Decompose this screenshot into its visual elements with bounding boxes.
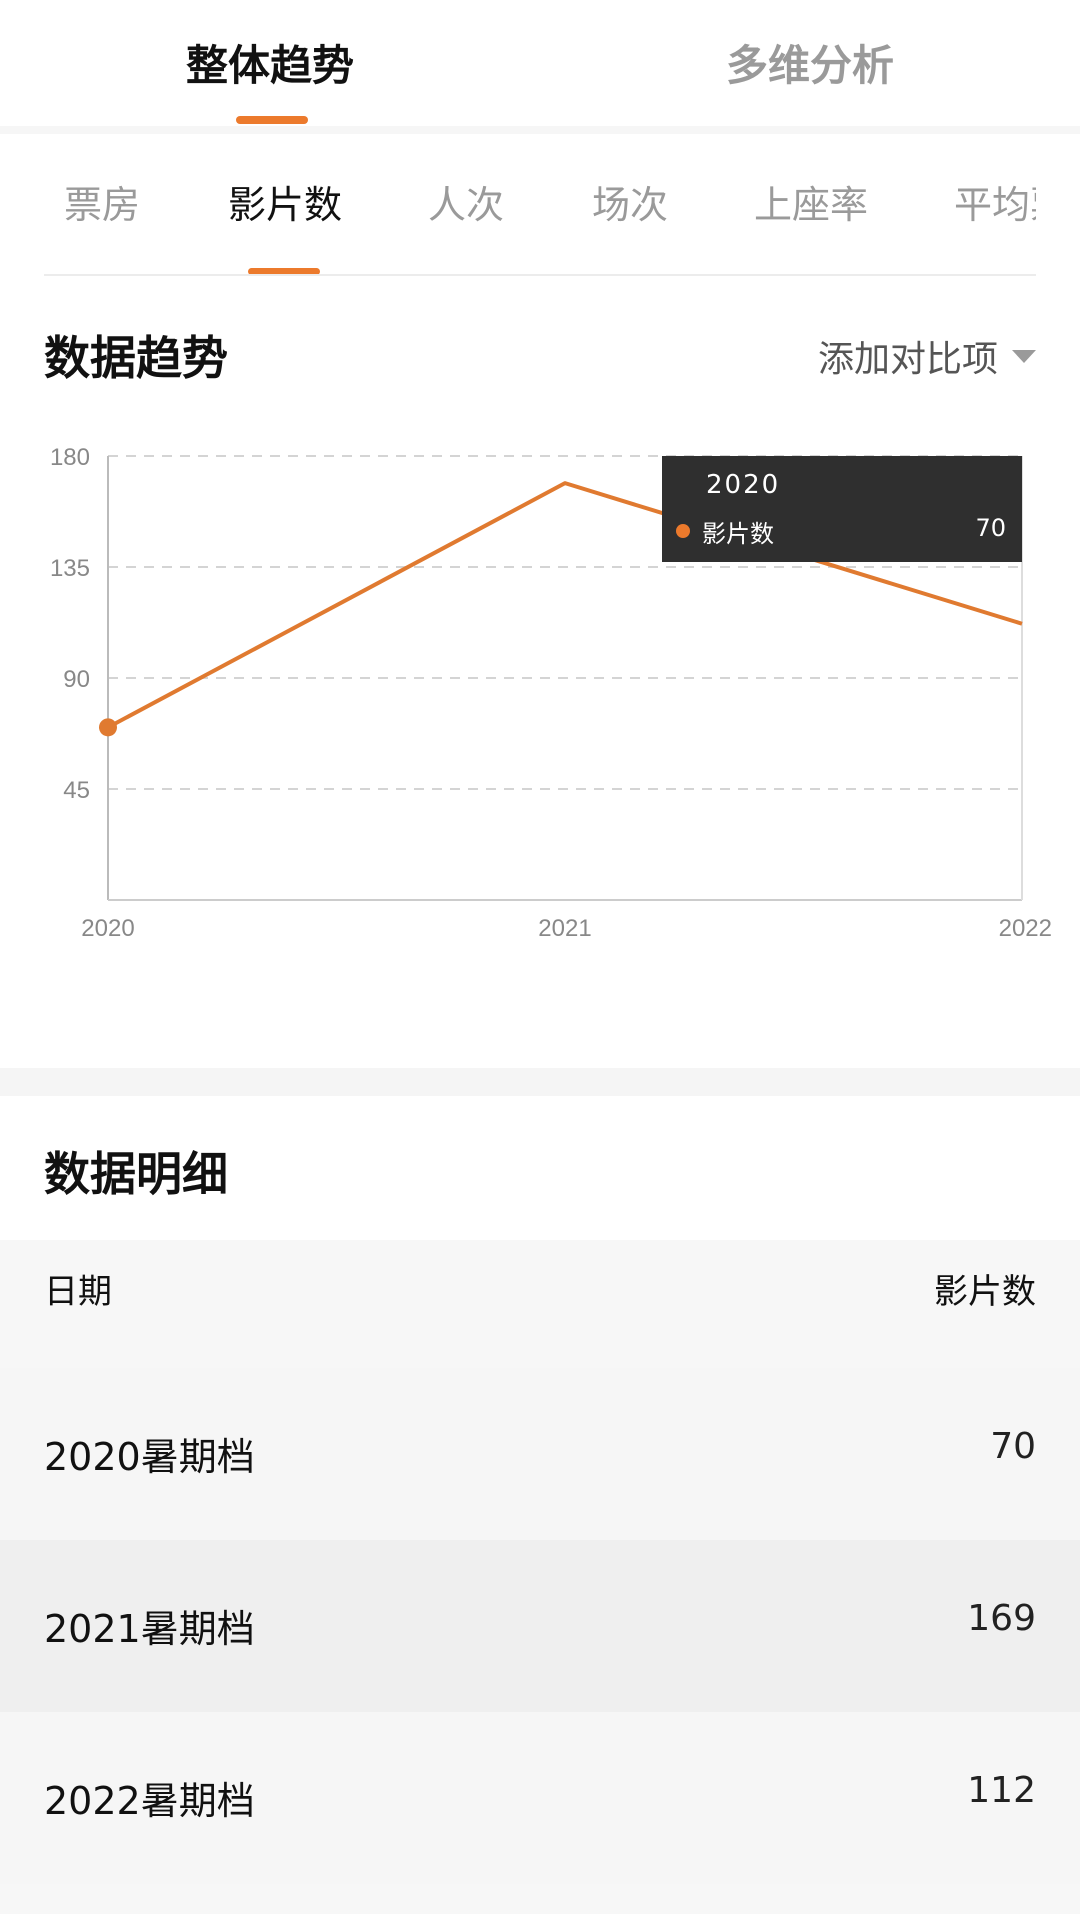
tab-admissions[interactable]: 人次	[428, 183, 505, 227]
series-dot-icon	[676, 524, 690, 538]
tab-average-price[interactable]: 平均票	[954, 183, 1036, 227]
y-tick-label: 180	[50, 444, 90, 471]
add-comparison-label: 添加对比项	[817, 339, 998, 380]
column-header-film-count: 影片数	[934, 1272, 1036, 1312]
divider	[0, 126, 1080, 134]
row-date: 2020暑期档	[44, 1435, 255, 1479]
y-tick-label: 135	[50, 555, 90, 582]
detail-table: 日期 影片数 2020暑期档 70 2021暑期档 169 2022暑期档 11…	[0, 1240, 1080, 1914]
add-comparison-dropdown[interactable]: 添加对比项	[818, 330, 1036, 382]
table-row: 2021暑期档 169	[0, 1540, 1080, 1712]
table-row: 2022暑期档 112	[0, 1712, 1080, 1884]
y-tick-label: 90	[63, 666, 90, 693]
tab-screenings[interactable]: 场次	[592, 183, 669, 227]
column-header-date: 日期	[44, 1272, 112, 1312]
tooltip-value: 70	[975, 514, 1006, 542]
row-value: 112	[967, 1770, 1036, 1811]
triangle-down-icon	[1012, 349, 1036, 363]
x-tick-label: 2020	[81, 915, 134, 942]
row-date: 2021暑期档	[44, 1607, 255, 1651]
row-value: 169	[967, 1598, 1036, 1639]
tab-box-office[interactable]: 票房	[64, 183, 141, 227]
metric-tab-bar: 票房 影片数 人次 场次 上座率 平均票	[0, 134, 1080, 276]
x-tick-label: 2022	[999, 915, 1052, 942]
tooltip-series-label: 影片数	[702, 520, 774, 548]
divider	[44, 274, 1036, 276]
x-tick-label: 2021	[538, 915, 591, 942]
row-date: 2022暑期档	[44, 1779, 255, 1823]
top-tab-indicator	[236, 116, 308, 124]
trend-section-title: 数据趋势	[44, 331, 228, 385]
table-row: 2020暑期档 70	[0, 1368, 1080, 1540]
series-line	[107, 481, 1023, 730]
data-point[interactable]	[99, 718, 117, 737]
detail-section-title: 数据明细	[44, 1147, 228, 1201]
tooltip-year: 2020	[706, 470, 781, 500]
section-separator	[0, 1068, 1080, 1096]
tab-multi-analysis[interactable]: 多维分析	[725, 41, 894, 90]
chart-tooltip: 2020 影片数 70	[662, 456, 1022, 562]
top-tab-bar: 整体趋势 多维分析	[0, 0, 1080, 126]
tab-occupancy[interactable]: 上座率	[754, 183, 869, 227]
y-tick-label: 45	[63, 777, 90, 804]
line-chart[interactable]: 45 90 135 180 2020 2021 2022	[0, 420, 1080, 980]
tab-film-count[interactable]: 影片数	[228, 183, 343, 227]
metric-tab-indicator	[248, 268, 320, 275]
tab-overall-trend[interactable]: 整体趋势	[185, 41, 354, 90]
row-value: 70	[990, 1426, 1036, 1467]
